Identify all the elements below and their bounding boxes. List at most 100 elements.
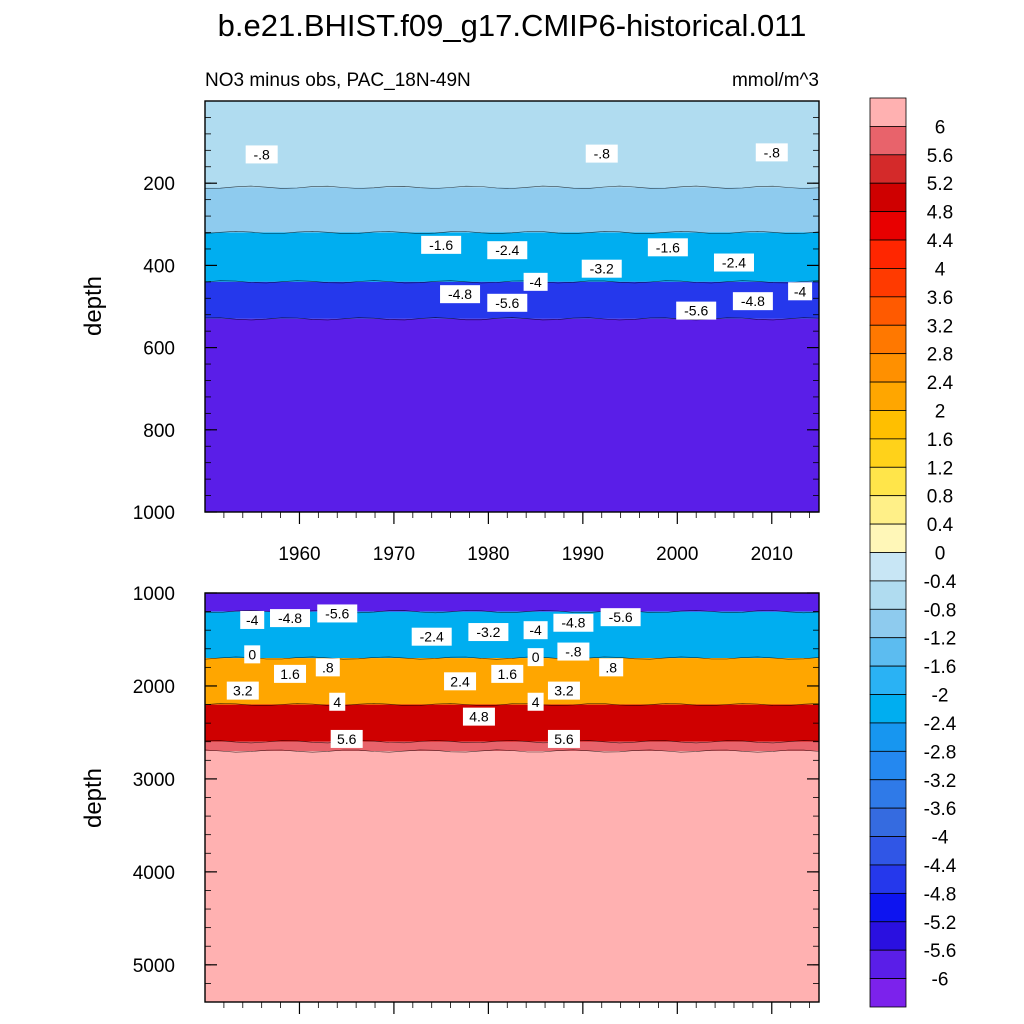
colorbar-box-8 [869, 324, 907, 355]
contour-label-bg [600, 608, 641, 627]
contour-label-bg [226, 681, 259, 700]
contour-label-bg [527, 648, 544, 667]
colorbar-box-26 [869, 836, 907, 866]
contour-line-upper-2 [205, 230, 819, 235]
contour-label-lower-19: 4 [527, 692, 544, 711]
colorbar-label: -5.2 [924, 913, 957, 934]
contour-label-text: 3.2 [233, 683, 253, 699]
colorbar-box-17 [869, 580, 907, 610]
depth-band-lower-3 [205, 704, 819, 742]
colorbar-label: 3.2 [927, 316, 953, 337]
contour-label-lower-21: 5.6 [330, 729, 363, 748]
colorbar-label: 4 [935, 259, 946, 280]
contour-label-text: -2.4 [420, 629, 444, 645]
colorbar-box-12 [869, 438, 907, 468]
contour-label-upper-2: -.8 [755, 143, 788, 162]
contour-label-bg [330, 729, 363, 748]
contour-label-text: -4.8 [448, 286, 472, 302]
contour-label-text: -4.8 [741, 293, 765, 309]
colorbar-box-24 [869, 779, 907, 809]
contour-line-upper-4 [205, 317, 819, 321]
contour-label-text: .8 [322, 659, 334, 675]
contour-label-text: 3.2 [554, 683, 574, 699]
depth-band-upper-0 [205, 101, 819, 188]
colorbar-box-30 [869, 949, 907, 979]
colorbar-box-18 [869, 608, 907, 639]
colorbar-label: -1.6 [924, 657, 957, 678]
contour-label-lower-16: 2.4 [444, 672, 477, 691]
upper-plot-frame [204, 100, 820, 513]
contour-label-bg [527, 692, 544, 711]
contour-label-text: -4 [246, 612, 259, 628]
contour-label-text: -1.6 [656, 239, 680, 255]
contour-label-bg [547, 681, 580, 700]
colorbar-box-31 [869, 978, 907, 1008]
colorbar-label: 5.2 [927, 174, 953, 195]
contour-label-bg [788, 282, 813, 301]
colorbar-box-9 [869, 353, 907, 383]
colorbar-label: 1.6 [927, 430, 953, 451]
colorbar-box-13 [869, 466, 907, 497]
colorbar-label: 3.6 [927, 288, 953, 309]
colorbar-label: -3.2 [924, 771, 957, 792]
colorbar-box-15 [869, 523, 907, 553]
colorbar-box-25 [869, 807, 907, 837]
colorbar-box-10 [869, 381, 907, 411]
contour-label-text: 5.6 [554, 731, 574, 747]
y-tick-label-lower: 3000 [133, 770, 175, 791]
contour-label-upper-8: -4 [523, 272, 548, 291]
contour-line-lower-2 [205, 656, 819, 660]
contour-label-text: -1.6 [429, 237, 453, 253]
contour-label-text: -3.2 [476, 624, 500, 640]
contour-label-bg [599, 658, 624, 677]
colorbar-label: -4 [932, 828, 949, 849]
contour-label-lower-17: 3.2 [547, 681, 580, 700]
contour-label-text: -4 [529, 274, 542, 290]
contour-label-text: -2.4 [495, 242, 519, 258]
colorbar-box-7 [869, 296, 907, 326]
contour-label-text: .8 [605, 659, 617, 675]
y-tick-label-upper: 200 [143, 174, 175, 195]
colorbar-label: -1.2 [924, 629, 957, 650]
lower-ylabel: depth [80, 768, 107, 828]
contour-label-bg [547, 729, 580, 748]
contour-line-lower-5 [205, 749, 819, 753]
contour-label-upper-11: -5.6 [487, 293, 528, 312]
contour-label-lower-0: -4 [240, 610, 265, 629]
contour-label-lower-15: 3.2 [226, 681, 259, 700]
colorbar-label: 2 [935, 401, 946, 422]
contour-label-lower-14: .8 [599, 658, 624, 677]
contour-label-bg [523, 272, 548, 291]
contour-label-upper-4: -2.4 [487, 241, 528, 260]
chart-subtitle-left: NO3 minus obs, PAC_18N-49N [205, 70, 471, 91]
depth-band-upper-1 [205, 187, 819, 233]
contour-line-lower-3 [205, 702, 819, 707]
colorbar: 6 5.6 5.2 4.8 4.4 4 3.6 3.2 2.8 2.4 2 1.6 1.2 0.8 0.4 0… [869, 97, 957, 1008]
contour-label-text: -.8 [254, 146, 271, 162]
y-tick-label-lower: 4000 [133, 863, 175, 884]
contour-label-text: 1.6 [280, 666, 300, 682]
units-label: mmol/m^3 [732, 70, 819, 91]
colorbar-box-19 [869, 637, 907, 667]
contour-label-lower-10: 0 [527, 648, 544, 667]
contour-label-bg [317, 604, 358, 623]
x-tick-label: 1960 [278, 544, 320, 565]
colorbar-box-0 [869, 97, 907, 127]
colorbar-box-4 [869, 211, 907, 241]
contour-label-upper-1: -.8 [585, 144, 618, 163]
contour-label-lower-18: 4 [329, 692, 346, 711]
contour-label-text: 5.6 [337, 731, 357, 747]
colorbar-label: -2.8 [924, 742, 957, 763]
y-tick-label-lower: 1000 [133, 584, 175, 605]
contour-label-text: -5.6 [609, 609, 633, 625]
contour-label-lower-13: 1.6 [491, 664, 524, 683]
depth-band-upper-4 [205, 318, 819, 512]
contour-label-bg [440, 285, 481, 304]
y-tick-label-upper: 400 [143, 256, 175, 277]
y-tick-label-upper: 600 [143, 339, 175, 360]
colorbar-label: 0 [935, 544, 946, 565]
contour-label-text: -4 [529, 622, 542, 638]
contour-label-bg [755, 143, 788, 162]
contour-label-text: -4 [794, 283, 807, 299]
colorbar-box-21 [869, 694, 907, 724]
